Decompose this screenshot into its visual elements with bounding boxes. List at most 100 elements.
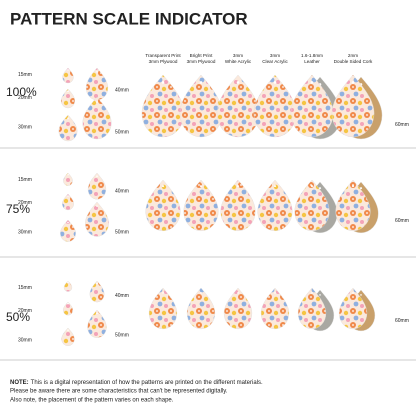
size-label: 20mm xyxy=(18,200,32,206)
teardrop xyxy=(62,67,74,84)
teardrop xyxy=(63,172,73,186)
teardrop xyxy=(335,179,371,231)
note-line: Please be aware there are some character… xyxy=(10,389,228,395)
hole xyxy=(96,71,98,73)
teardrop xyxy=(63,280,73,292)
hole xyxy=(161,81,165,84)
hole xyxy=(236,81,240,84)
size-label: 50mm xyxy=(115,333,129,339)
teardrop xyxy=(260,287,290,330)
hole xyxy=(96,175,98,177)
teardrop xyxy=(82,96,112,140)
hole xyxy=(67,173,69,176)
size-label: 15mm xyxy=(18,285,32,291)
hole xyxy=(351,185,355,188)
teardrop xyxy=(87,172,107,200)
hole xyxy=(237,292,239,294)
size-label: 40mm xyxy=(115,189,129,195)
hole xyxy=(199,185,203,188)
hole xyxy=(274,292,276,294)
size-label: 60mm xyxy=(395,218,409,224)
hole xyxy=(67,69,69,71)
hole xyxy=(67,117,69,119)
hole xyxy=(351,81,355,84)
teardrop xyxy=(62,193,74,211)
material-label: 1.6-1.8mm xyxy=(301,53,323,58)
hole xyxy=(273,185,277,188)
hole xyxy=(96,101,98,103)
hole xyxy=(96,205,98,207)
hole xyxy=(311,292,313,294)
teardrop xyxy=(338,287,368,330)
hole xyxy=(96,312,98,315)
hole xyxy=(67,90,69,93)
size-label: 40mm xyxy=(115,88,129,94)
hole xyxy=(67,195,69,197)
teardrop xyxy=(183,179,219,231)
teardrop xyxy=(297,287,327,330)
hole xyxy=(161,185,165,188)
teardrop xyxy=(58,114,78,142)
teardrop xyxy=(87,309,107,338)
teardrop xyxy=(62,301,74,316)
teardrop xyxy=(257,179,293,231)
size-label: 60mm xyxy=(395,122,409,128)
hole xyxy=(67,302,69,305)
teardrop xyxy=(141,74,185,138)
material-label: Clear Acrylic xyxy=(262,59,288,64)
hole xyxy=(319,294,321,296)
hole xyxy=(96,282,98,285)
hole xyxy=(67,281,69,284)
size-label: 30mm xyxy=(18,229,32,235)
teardrop xyxy=(253,74,297,138)
note-label: NOTE: xyxy=(10,380,29,386)
hole xyxy=(162,292,164,294)
hole xyxy=(318,187,322,190)
hole xyxy=(236,185,240,188)
hole xyxy=(310,81,314,84)
teardrop xyxy=(220,179,256,231)
hole xyxy=(273,81,277,84)
size-label: 50mm xyxy=(115,130,129,136)
hole xyxy=(359,187,363,190)
material-label: Double Sided Cork xyxy=(334,59,373,64)
material-label: 3mm Plywood xyxy=(149,59,178,64)
teardrop xyxy=(89,280,105,303)
teardrop xyxy=(145,179,181,231)
teardrop xyxy=(85,67,109,101)
scale-label: 75% xyxy=(6,202,30,216)
teardrop xyxy=(186,287,216,330)
scale-label: 50% xyxy=(6,310,30,324)
teardrop xyxy=(61,88,75,109)
hole xyxy=(199,81,203,84)
hole xyxy=(352,292,354,294)
hole xyxy=(67,221,69,224)
title: PATTERN SCALE INDICATOR xyxy=(10,9,248,28)
material-label: 3mm Plywood xyxy=(187,59,216,64)
teardrop xyxy=(223,287,253,330)
material-label: Bright Print xyxy=(190,53,213,58)
teardrop xyxy=(60,219,76,242)
hole xyxy=(200,292,202,294)
hole xyxy=(310,185,314,188)
size-label: 50mm xyxy=(115,229,129,235)
hole xyxy=(67,329,69,331)
size-label: 40mm xyxy=(115,293,129,299)
material-label: White Acrylic xyxy=(225,59,252,64)
teardrop xyxy=(331,74,375,138)
size-label: 15mm xyxy=(18,72,32,78)
teardrop xyxy=(216,74,260,138)
material-label: Leather xyxy=(304,59,320,64)
teardrop xyxy=(294,179,330,231)
note: NOTE: This is a digital representation of… xyxy=(10,380,263,386)
teardrop xyxy=(179,74,223,138)
size-label: 20mm xyxy=(18,308,32,314)
size-label: 30mm xyxy=(18,124,32,130)
hole xyxy=(360,294,362,296)
teardrop xyxy=(148,287,178,330)
material-label: 2mm xyxy=(348,53,358,58)
note-line: Also note, the placement of the pattern … xyxy=(10,398,174,404)
scale-label: 100% xyxy=(6,85,37,99)
teardrop xyxy=(61,327,75,347)
